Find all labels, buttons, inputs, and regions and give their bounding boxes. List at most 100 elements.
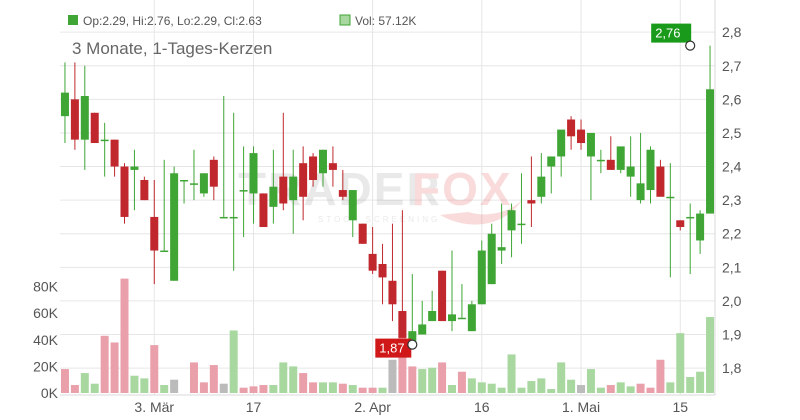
candle-body [328,163,337,170]
candle [567,116,576,150]
volume-bar [140,378,149,393]
time-tick-label: 16 [474,399,490,415]
candle [477,240,486,305]
price-tick-label: 2,6 [722,91,742,107]
candle-body [487,233,496,285]
candle [249,146,258,224]
candle [626,136,635,197]
low-label: 1,87 [379,341,404,356]
volume-bar [378,387,387,393]
time-tick-label: 3. Mär [134,399,174,415]
candle-body [398,311,407,338]
candle-body [467,304,476,332]
volume-tick-label: 80K [33,279,59,295]
volume-bar [457,371,466,393]
candle [160,159,169,253]
candle-body [557,129,566,157]
candle [70,62,79,150]
candle [90,112,99,144]
price-tick-label: 2,7 [722,58,742,74]
volume-bar [636,383,645,393]
fox-tail-icon [440,200,522,225]
candle-body [457,317,466,320]
volume-bar [110,342,119,393]
candle-body [150,216,159,251]
candle-body [606,159,615,170]
volume-bar [189,362,198,393]
candle [438,270,447,322]
candle-body [676,220,685,228]
candle [299,146,308,221]
price-tick-label: 2,1 [722,259,742,275]
candle-body [60,92,69,117]
grid-lines [60,0,716,396]
volume-bar [299,373,308,393]
candle-body [100,139,109,142]
time-axis: 3. Mär 17 2. Apr 16 1. Mai 15 [134,399,688,415]
volume-bar [328,382,337,393]
candle [557,129,566,177]
volume-bar [160,385,169,393]
candle [110,139,119,177]
volume-bar [318,382,327,393]
candle [378,243,387,305]
price-tick-label: 2,2 [722,226,742,242]
candle-body [497,247,506,251]
candle-body [527,200,536,204]
volume-bar [309,382,318,393]
price-tick-label: 2,5 [722,125,742,141]
high-annotation: 2,76 [651,23,696,51]
candle [180,179,189,204]
volume-legend-icon [339,14,351,26]
volume-bar [656,359,665,393]
candle-body [70,99,79,140]
volume-bar [150,345,159,393]
candle-body [656,166,665,197]
candle-body [299,163,308,197]
high-marker-icon [685,40,696,51]
price-axis: 2,8 2,7 2,6 2,5 2,4 2,3 2,2 2,1 2,0 1,9 1,8 [722,24,742,376]
candle [507,203,516,258]
volume-bar [358,387,367,393]
volume-bar [527,381,536,393]
volume-tick-label: 40K [33,332,59,348]
price-tick-label: 1,9 [722,327,742,343]
candle [388,223,397,322]
volume-tick-label: 20K [33,358,59,374]
chart-subtitle: 3 Monate, 1-Tages-Kerzen [72,39,272,58]
candle [189,149,198,201]
candle [537,153,546,204]
candle [219,95,228,219]
volume-bar [259,385,268,393]
candle [318,149,327,187]
candle [547,156,556,194]
candle-body [90,112,99,144]
volume-bar [269,385,278,393]
candle [368,227,377,275]
time-tick-label: 15 [672,399,688,415]
volume-bar [537,378,546,393]
candle [140,176,149,201]
candle [269,149,278,224]
volume-bar [100,335,109,393]
candle [120,163,129,224]
candle [408,274,417,345]
watermark-brand-b: FOX [412,163,513,215]
volume-bar [338,383,347,393]
candle-body [577,129,586,144]
candle [209,156,218,201]
volume-bar [130,375,139,393]
candle [448,250,457,332]
volume-axis: 80K 60K 40K 20K 0K [33,279,59,401]
volume-bar [487,383,496,393]
candle [666,163,675,278]
candle-body [239,190,248,192]
candle [527,156,536,228]
candles [60,45,715,345]
candle-body [199,173,208,194]
candle-body [596,159,605,162]
candle [577,119,586,150]
volume-bar [219,383,228,393]
candle-body [170,173,179,281]
volume-bar [477,382,486,393]
